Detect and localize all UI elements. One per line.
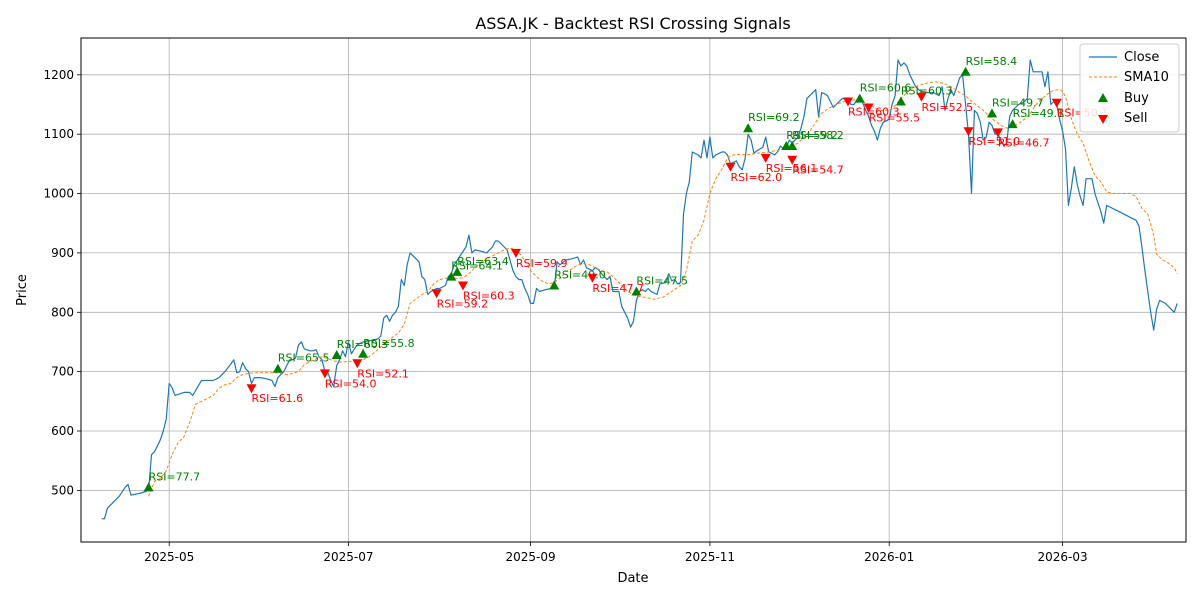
sell-marker — [787, 155, 798, 165]
buy-marker — [1007, 119, 1018, 129]
buy-marker — [787, 141, 798, 150]
buy-marker — [358, 348, 369, 358]
sell-rsi-label: RSI=47.7 — [592, 282, 644, 295]
y-tick-label: 500 — [51, 483, 74, 497]
buy-rsi-label: RSI=60.3 — [901, 85, 953, 98]
sma10-series-line — [148, 81, 1178, 497]
buy-marker — [854, 93, 865, 103]
sell-marker — [431, 289, 442, 299]
buy-marker — [743, 123, 754, 133]
buy-rsi-label: RSI=69.2 — [748, 111, 800, 124]
y-tick-label: 1000 — [43, 187, 74, 201]
buy-rsi-label: RSI=58.2 — [792, 129, 844, 142]
sell-rsi-label: RSI=52.5 — [922, 101, 974, 114]
sell-marker — [1051, 98, 1062, 108]
buy-rsi-label: RSI=49.7 — [992, 96, 1044, 109]
sell-marker — [246, 384, 257, 394]
buy-marker — [272, 363, 283, 373]
sell-marker — [458, 281, 468, 291]
sell-rsi-label: RSI=52.1 — [357, 367, 409, 380]
y-tick-label: 600 — [51, 424, 74, 438]
buy-marker — [987, 108, 997, 118]
buy-marker — [960, 66, 971, 76]
buy-marker — [446, 271, 457, 281]
sell-marker — [963, 127, 974, 137]
buy-marker — [895, 96, 906, 106]
x-tick-label: 2025-09 — [506, 550, 556, 564]
buy-rsi-label: RSI=64.1 — [451, 260, 503, 273]
sell-rsi-label: RSI=54.0 — [325, 377, 377, 390]
buy-marker — [452, 266, 463, 276]
legend-sell-marker — [1098, 115, 1108, 124]
sell-rsi-label: RSI=46.7 — [998, 136, 1050, 149]
buy-rsi-label: RSI=59.2 — [786, 129, 838, 142]
buy-rsi-label: RSI=58.4 — [966, 55, 1018, 68]
sell-marker — [843, 97, 853, 107]
buy-rsi-label: RSI=60.3 — [337, 338, 389, 351]
x-axis-label: Date — [617, 571, 648, 586]
x-tick-label: 2026-01 — [864, 550, 914, 564]
sell-rsi-label: RSI=55.5 — [869, 112, 921, 125]
legend-close-label: Close — [1124, 50, 1159, 65]
sell-rsi-label: RSI=60.3 — [848, 106, 900, 119]
legend-sell-label: Sell — [1124, 111, 1147, 126]
legend-buy-marker — [1098, 93, 1108, 102]
y-tick-label: 1200 — [43, 68, 74, 82]
sell-marker — [319, 369, 330, 379]
buy-rsi-label: RSI=49.0 — [554, 269, 606, 282]
buy-marker — [631, 286, 642, 296]
x-tick-label: 2025-11 — [685, 550, 735, 564]
legend-box — [1079, 43, 1180, 133]
sell-marker — [760, 153, 771, 163]
x-tick-label: 2025-05 — [144, 550, 194, 564]
buy-rsi-label: RSI=63.4 — [457, 255, 509, 268]
sell-rsi-label: RSI=51.0 — [969, 135, 1021, 148]
legend-buy-label: Buy — [1124, 91, 1149, 106]
sell-marker — [587, 273, 598, 283]
grid-lines — [81, 38, 1186, 542]
buy-marker — [331, 350, 342, 359]
sell-marker — [916, 92, 927, 102]
buy-rsi-label: RSI=60.6 — [860, 82, 912, 95]
x-tick-label: 2025-07 — [323, 550, 373, 564]
signal-markers: RSI=77.7RSI=65.5RSI=60.3RSI=55.8RSI=64.1… — [143, 55, 1108, 492]
buy-rsi-label: RSI=65.5 — [278, 352, 330, 365]
sell-rsi-label: RSI=54.7 — [792, 164, 844, 177]
chart-title: ASSA.JK - Backtest RSI Crossing Signals — [475, 14, 790, 33]
series-lines — [101, 59, 1178, 520]
y-tick-label: 700 — [51, 365, 74, 379]
buy-rsi-label: RSI=77.7 — [149, 470, 201, 483]
x-tick-label: 2026-03 — [1038, 550, 1088, 564]
legend-sma-label: SMA10 — [1124, 70, 1169, 85]
sell-rsi-label: RSI=61.6 — [252, 392, 304, 405]
sell-rsi-label: RSI=56.1 — [766, 162, 818, 175]
y-tick-label: 1100 — [43, 127, 74, 141]
y-tick-label: 900 — [51, 246, 74, 260]
close-series-line — [101, 59, 1178, 520]
sell-marker — [992, 128, 1003, 138]
sell-marker — [352, 359, 363, 369]
buy-marker — [143, 482, 154, 492]
buy-rsi-label: RSI=49.1 — [1013, 107, 1065, 120]
plot-frame — [80, 37, 1187, 543]
sell-marker — [863, 103, 874, 113]
sell-rsi-label: RSI=59.2 — [437, 297, 489, 310]
sell-rsi-label: RSI=59.9 — [516, 257, 568, 270]
sell-rsi-label: RSI=60.3 — [463, 290, 515, 303]
y-axis-label: Price — [15, 274, 30, 306]
sell-rsi-label: RSI=62.0 — [731, 171, 783, 184]
buy-rsi-label: RSI=47.5 — [636, 275, 688, 288]
buy-marker — [549, 280, 560, 290]
y-tick-label: 800 — [51, 305, 74, 319]
sell-marker — [725, 162, 736, 172]
sell-marker — [510, 248, 521, 258]
buy-rsi-label: RSI=55.8 — [363, 337, 415, 350]
legend: Close SMA10 Buy Sell — [1079, 43, 1180, 133]
axis-ticks: 500 600 700 800 900 1000 1100 1200 2025-05 2025-0… — [43, 68, 1087, 564]
